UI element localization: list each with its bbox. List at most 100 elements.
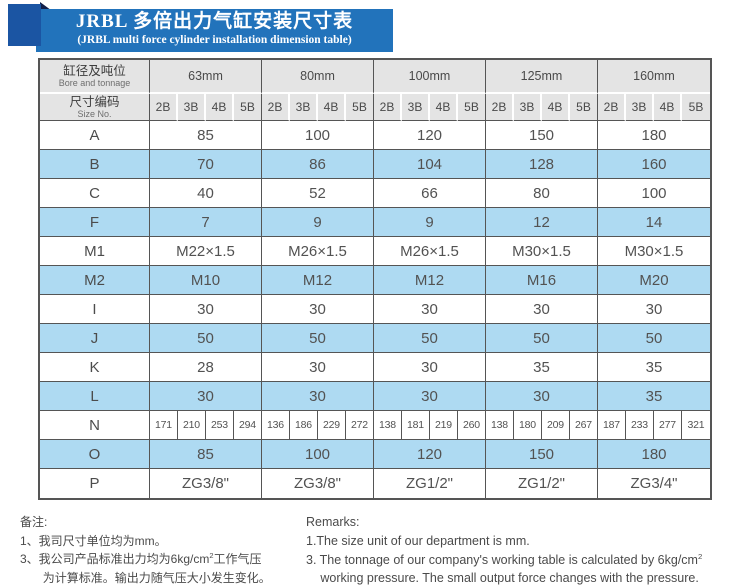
dim-value-cell: 180 xyxy=(598,121,710,150)
table-row: N 171 210 253 294 136 186 229 272 138 181 219 260 138… xyxy=(40,411,710,440)
dim-value-cell: ZG3/4" xyxy=(598,469,710,498)
dim-value-cell: 30 xyxy=(374,295,486,324)
size-code-header: 2B xyxy=(374,94,402,121)
row-label: C xyxy=(40,179,150,208)
dim-value-cell: 85 xyxy=(150,440,262,469)
size-code-header: 2B xyxy=(262,94,290,121)
header-size-no: 尺寸编码 Size No. xyxy=(40,94,150,121)
dim-value-cell: 30 xyxy=(374,382,486,411)
size-code-header: 3B xyxy=(402,94,430,121)
dim-value-cell: M22×1.5 xyxy=(150,237,262,266)
dim-value-cell: ZG1/2" xyxy=(374,469,486,498)
dim-value-cell: 294 xyxy=(234,411,262,440)
dim-value-cell: 70 xyxy=(150,150,262,179)
dim-value-cell: 30 xyxy=(150,295,262,324)
dim-value-cell: M30×1.5 xyxy=(598,237,710,266)
dim-value-cell: 209 xyxy=(542,411,570,440)
table-row: K 28 30 30 35 35 xyxy=(40,353,710,382)
notes-cn-line3: 3、我公司产品标准出力均为6kg/cm2工作气压 xyxy=(20,551,262,567)
dim-value-cell: 50 xyxy=(374,324,486,353)
dim-value-cell: 30 xyxy=(486,382,598,411)
dim-value-cell: ZG3/8" xyxy=(150,469,262,498)
dim-value-cell: 253 xyxy=(206,411,234,440)
size-code-header: 3B xyxy=(290,94,318,121)
row-label: F xyxy=(40,208,150,237)
notes-cn-line3-cont: 为计算标准。输出力随气压大小发生变化。 xyxy=(42,570,271,585)
table-row: C 40 52 66 80 100 xyxy=(40,179,710,208)
row-label: O xyxy=(40,440,150,469)
size-code-header: 4B xyxy=(318,94,346,121)
notes-english: Remarks: 1.The size unit of our departme… xyxy=(306,513,736,585)
size-code-header: 2B xyxy=(150,94,178,121)
row-label: A xyxy=(40,121,150,150)
dim-value-cell: 100 xyxy=(262,121,374,150)
size-code-header: 3B xyxy=(178,94,206,121)
row-label: B xyxy=(40,150,150,179)
dim-value-cell: 7 xyxy=(150,208,262,237)
header-size-en: Size No. xyxy=(77,109,112,120)
notes-en-line3-cont: working pressure. The small output force… xyxy=(320,571,699,585)
dim-value-cell: 160 xyxy=(598,150,710,179)
size-code-header: 5B xyxy=(570,94,598,121)
row-label: K xyxy=(40,353,150,382)
size-code-header: 4B xyxy=(206,94,234,121)
dim-value-cell: 321 xyxy=(682,411,710,440)
dim-value-cell: 30 xyxy=(150,382,262,411)
dim-value-cell: 80 xyxy=(486,179,598,208)
dim-value-cell: 104 xyxy=(374,150,486,179)
dim-value-cell: 120 xyxy=(374,440,486,469)
bore-group-header: 80mm xyxy=(262,60,374,94)
dim-value-cell: 186 xyxy=(290,411,318,440)
size-code-header: 5B xyxy=(458,94,486,121)
dim-value-cell: 50 xyxy=(150,324,262,353)
dim-value-cell: 52 xyxy=(262,179,374,208)
dim-value-cell: 267 xyxy=(570,411,598,440)
table-row: P ZG3/8" ZG3/8" ZG1/2" ZG1/2" ZG3/4" xyxy=(40,469,710,498)
dim-value-cell: M20 xyxy=(598,266,710,295)
dim-value-cell: 35 xyxy=(598,353,710,382)
row-label: N xyxy=(40,411,150,440)
dim-value-cell: 219 xyxy=(430,411,458,440)
size-code-header: 5B xyxy=(346,94,374,121)
size-code-header: 3B xyxy=(626,94,654,121)
notes-chinese: 备注: 1、我司尺寸单位均为mm。 3、我公司产品标准出力均为6kg/cm2工作… xyxy=(20,513,298,585)
dim-value-cell: 138 xyxy=(486,411,514,440)
row-label: M1 xyxy=(40,237,150,266)
size-code-header: 4B xyxy=(542,94,570,121)
dim-value-cell: 50 xyxy=(486,324,598,353)
bore-group-header: 63mm xyxy=(150,60,262,94)
footer-notes: 备注: 1、我司尺寸单位均为mm。 3、我公司产品标准出力均为6kg/cm2工作… xyxy=(20,513,750,585)
dim-value-cell: 35 xyxy=(486,353,598,382)
table-row: B 70 86 104 128 160 xyxy=(40,150,710,179)
table-row: M1 M22×1.5 M26×1.5 M26×1.5 M30×1.5 M30×1.5 xyxy=(40,237,710,266)
row-label: J xyxy=(40,324,150,353)
dim-value-cell: 260 xyxy=(458,411,486,440)
dim-value-cell: 40 xyxy=(150,179,262,208)
dim-value-cell: 100 xyxy=(262,440,374,469)
dim-value-cell: 229 xyxy=(318,411,346,440)
row-label: M2 xyxy=(40,266,150,295)
superscript-2: 2 xyxy=(209,551,214,561)
size-code-header: 2B xyxy=(598,94,626,121)
dim-value-cell: 100 xyxy=(598,179,710,208)
notes-cn-line1: 1、我司尺寸单位均为mm。 xyxy=(20,533,167,548)
size-code-header: 2B xyxy=(486,94,514,121)
table-header: 缸径及吨位 Bore and tonnage 63mm 80mm 100mm 125m… xyxy=(40,60,710,121)
dim-value-cell: 233 xyxy=(626,411,654,440)
header-bore-cn: 缸径及吨位 xyxy=(63,63,126,78)
bore-group-header: 125mm xyxy=(486,60,598,94)
banner-plate: JRBL 多倍出力气缸安装尺寸表 (JRBL multi force cylin… xyxy=(36,9,393,52)
dim-value-cell: 9 xyxy=(374,208,486,237)
dim-value-cell: 138 xyxy=(374,411,402,440)
dim-value-cell: M26×1.5 xyxy=(262,237,374,266)
table-row: A 85 100 120 150 180 xyxy=(40,121,710,150)
dim-value-cell: 66 xyxy=(374,179,486,208)
size-code-header: 4B xyxy=(654,94,682,121)
dim-value-cell: ZG3/8" xyxy=(262,469,374,498)
dim-value-cell: 181 xyxy=(402,411,430,440)
table-row: I 30 30 30 30 30 xyxy=(40,295,710,324)
dim-value-cell: M10 xyxy=(150,266,262,295)
dim-value-cell: 180 xyxy=(514,411,542,440)
dim-value-cell: 30 xyxy=(598,295,710,324)
row-label: P xyxy=(40,469,150,498)
